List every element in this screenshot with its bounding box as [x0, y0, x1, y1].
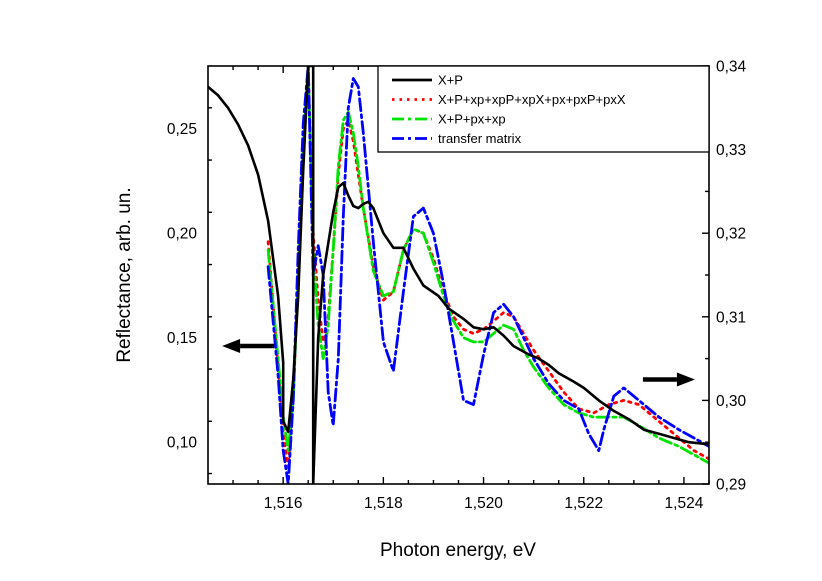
y-axis-title-left: Reflectance, arb. un.	[114, 187, 135, 362]
y-right-tick-label: 0,33	[716, 142, 746, 159]
y-left-tick-label: 0,25	[167, 121, 197, 138]
y-left-tick-label: 0,20	[167, 226, 198, 243]
series-line-1	[208, 66, 709, 484]
legend-label: X+P	[438, 73, 463, 88]
y-left-tick-label: 0,10	[167, 435, 198, 452]
legend-label: X+P+px+xp	[438, 112, 506, 127]
y-right-tick-label: 0,29	[716, 477, 746, 494]
legend-label: X+P+xp+xpP+xpX+px+pxP+pxX	[438, 92, 626, 107]
y-right-tick-label: 0,34	[716, 59, 747, 76]
x-tick-label: 1,518	[364, 495, 403, 512]
legend-label: transfer matrix	[438, 131, 522, 146]
y-right-tick-label: 0,31	[716, 309, 746, 326]
arrow-right-head	[676, 372, 695, 387]
y-right-tick-label: 0,32	[716, 226, 746, 243]
arrow-left-head	[222, 339, 241, 354]
x-tick-label: 1,520	[464, 495, 503, 512]
x-tick-label: 1,524	[665, 495, 704, 512]
legend: X+P X+P+xp+xpP+xpX+px+pxP+pxX X+P+px+xp tra…	[377, 65, 710, 153]
series-layer	[208, 66, 709, 484]
axis-arrows	[222, 339, 695, 387]
y-left-tick-label: 0,15	[167, 330, 197, 347]
legend-box	[377, 65, 710, 153]
x-tick-label: 1,516	[264, 495, 303, 512]
x-tick-label: 1,522	[564, 495, 603, 512]
y-right-tick-label: 0,30	[716, 393, 747, 410]
x-axis-title: Photon energy, eV	[380, 540, 536, 561]
